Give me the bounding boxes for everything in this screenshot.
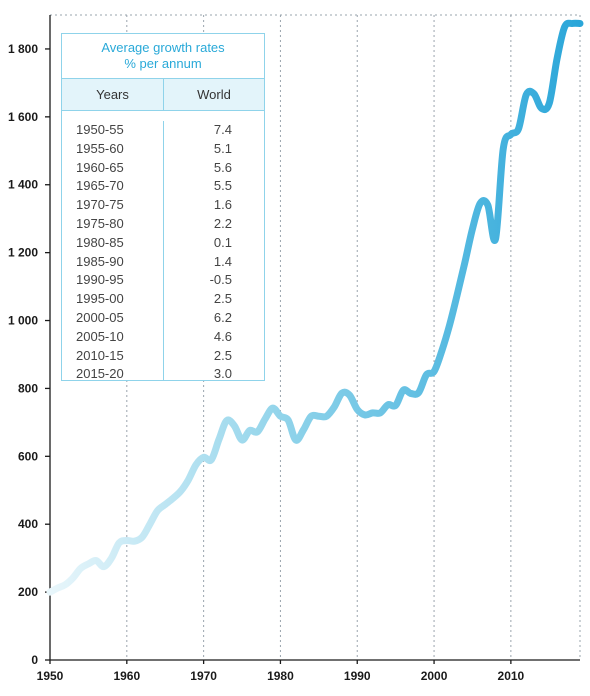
x-tick-label: 1990	[344, 669, 371, 683]
y-tick-label: 1 600	[8, 110, 38, 124]
table-cell-years: 2015-20	[76, 366, 124, 382]
table-cell-years: 1980-85	[76, 234, 124, 250]
y-tick-label: 200	[18, 585, 38, 599]
table-cell-years: 1985-90	[76, 253, 124, 269]
header-years: Years	[62, 79, 164, 110]
table-cell-years: 1950-55	[76, 122, 124, 137]
x-tick-label: 1970	[190, 669, 217, 683]
y-tick-label: 800	[18, 381, 38, 395]
table-cell-world: 2.2	[213, 215, 232, 231]
table-cell-world: 4.6	[213, 328, 232, 344]
table-cell-world: 1.6	[213, 197, 232, 213]
table-cell-world: 7.4	[213, 122, 232, 137]
table-header: Years World	[62, 79, 264, 111]
table-cell-years: 1970-75	[76, 197, 124, 213]
table-cell-years: 2000-05	[76, 309, 124, 325]
x-tick-label: 1980	[267, 669, 294, 683]
y-tick-label: 1 800	[8, 42, 38, 56]
header-world: World	[197, 87, 231, 102]
series-layer	[46, 19, 584, 596]
table-cell-years: 2010-15	[76, 347, 124, 363]
table-cell-world: 1.4	[213, 253, 232, 269]
growth-rates-table: Average growth rates % per annum Years W…	[61, 33, 265, 381]
table-title-line1: Average growth rates	[101, 40, 225, 55]
axes	[45, 15, 580, 664]
y-tick-label: 1 000	[8, 314, 38, 328]
x-tick-label: 1960	[113, 669, 140, 683]
table-cell-years: 1975-80	[76, 215, 124, 231]
table-cell-world: 5.5	[213, 178, 232, 194]
table-cell-world: 0.1	[213, 234, 232, 250]
world-column: 7.4 5.1 5.6 5.5 1.6 2.2 0.1 1.4 -0.5 2.5 6.2 4.6 2.5…	[164, 121, 264, 381]
y-tick-label: 400	[18, 517, 38, 531]
table-title-line2: % per annum	[124, 56, 202, 71]
years-column: 1950-55 1955-60 1960-65 1965-70 1970-75 1975-…	[62, 121, 164, 381]
table-cell-years: 1960-65	[76, 159, 124, 175]
table-body: 1950-55 1955-60 1960-65 1965-70 1970-75 1975-…	[62, 111, 264, 381]
table-cell-world: 5.6	[213, 159, 232, 175]
y-tick-label: 0	[31, 653, 38, 667]
table-cell-years: 1955-60	[76, 140, 124, 156]
table-cell-world: 2.5	[213, 347, 232, 363]
x-tick-label: 2010	[498, 669, 525, 683]
y-tick-label: 600	[18, 449, 38, 463]
y-tick-label: 1 400	[8, 178, 38, 192]
grid-lines	[50, 14, 581, 660]
table-cell-world: -0.5	[209, 272, 232, 288]
tick-labels: 1950 1960 1970 1980 1990 2000 2010 0 200 400 600 80…	[8, 42, 525, 683]
x-tick-label: 2000	[421, 669, 448, 683]
table-cell-world: 3.0	[213, 366, 232, 382]
series-line	[46, 19, 584, 596]
table-cell-years: 1995-00	[76, 291, 124, 307]
table-cell-world: 6.2	[213, 309, 232, 325]
table-cell-years: 1965-70	[76, 178, 124, 194]
table-title: Average growth rates % per annum	[62, 34, 264, 79]
x-tick-label: 1950	[37, 669, 64, 683]
table-cell-years: 2005-10	[76, 328, 124, 344]
y-tick-label: 1 200	[8, 246, 38, 260]
table-cell-world: 2.5	[213, 291, 232, 307]
table-cell-years: 1990-95	[76, 272, 124, 288]
table-cell-world: 5.1	[213, 140, 232, 156]
